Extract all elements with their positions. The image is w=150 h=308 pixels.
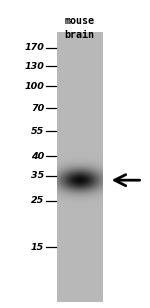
Text: 70: 70 [31, 104, 44, 113]
Text: 130: 130 [24, 62, 44, 71]
Text: 100: 100 [24, 82, 44, 91]
Text: 35: 35 [31, 171, 44, 180]
Text: 25: 25 [31, 196, 44, 205]
Text: 15: 15 [31, 242, 44, 252]
Bar [57, 32, 102, 302]
Text: 40: 40 [31, 152, 44, 161]
Text: 55: 55 [31, 127, 44, 136]
Text: 170: 170 [24, 43, 44, 52]
Text: mouse: mouse [64, 16, 94, 26]
Text: brain: brain [64, 30, 94, 40]
